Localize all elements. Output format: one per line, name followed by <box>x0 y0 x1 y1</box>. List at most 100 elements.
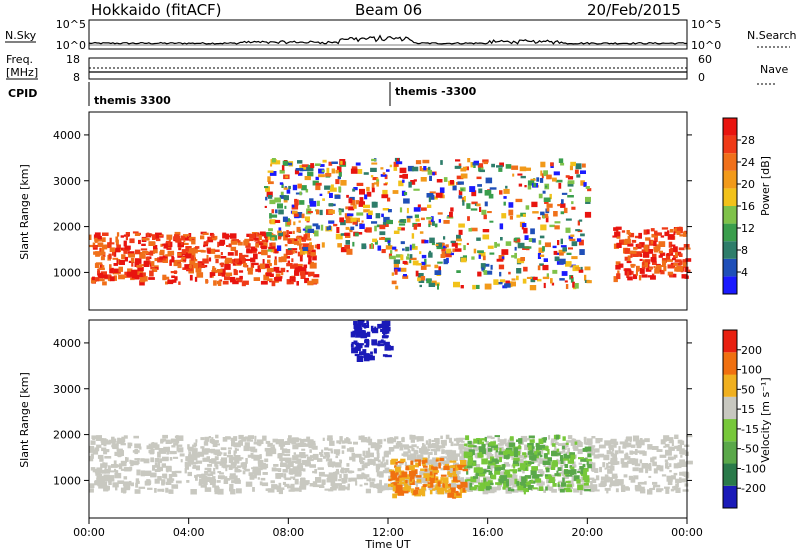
heatmap-cell <box>458 229 463 235</box>
heatmap-cell <box>567 447 570 453</box>
heatmap-cell <box>606 488 609 494</box>
heatmap-cell <box>455 242 458 249</box>
heatmap-cell <box>646 249 654 254</box>
heatmap-cell <box>656 464 661 469</box>
heatmap-cell <box>166 234 173 240</box>
heatmap-cell <box>293 221 296 226</box>
heatmap-cell <box>645 468 649 474</box>
heatmap-cell <box>453 455 458 461</box>
heatmap-cell <box>679 440 685 445</box>
heatmap-cell <box>272 444 275 449</box>
heatmap-cell <box>370 175 374 178</box>
heatmap-cell <box>679 260 683 266</box>
heatmap-cell <box>250 257 256 263</box>
heatmap-cell <box>200 235 205 240</box>
heatmap-cell <box>130 257 135 263</box>
heatmap-cell <box>237 260 242 265</box>
heatmap-cell <box>235 448 239 451</box>
heatmap-cell <box>232 261 236 266</box>
heatmap-cell <box>265 186 270 192</box>
heatmap-cell <box>135 258 142 264</box>
heatmap-cell <box>505 280 510 285</box>
heatmap-cell <box>442 484 449 487</box>
heatmap-cell <box>188 265 192 268</box>
heatmap-cell <box>414 214 419 218</box>
colorbar-segment <box>723 352 737 375</box>
heatmap-cell <box>667 271 674 276</box>
heatmap-cell <box>176 235 181 242</box>
heatmap-cell <box>673 231 676 235</box>
heatmap-cell <box>99 469 107 473</box>
heatmap-cell <box>302 247 309 251</box>
heatmap-cell <box>351 341 356 345</box>
heatmap-cell <box>166 451 170 455</box>
heatmap-cell <box>226 245 229 247</box>
heatmap-cell <box>308 271 315 277</box>
heatmap-cell <box>467 216 470 221</box>
heatmap-cell <box>421 254 427 259</box>
heatmap-cell <box>522 278 527 284</box>
heatmap-cell <box>504 449 512 455</box>
heatmap-cell <box>479 169 485 173</box>
heatmap-cell <box>288 435 292 439</box>
heatmap-cell <box>126 271 133 277</box>
heatmap-cell <box>134 449 139 455</box>
cpid-segment-1: themis 3300 <box>94 94 171 107</box>
heatmap-cell <box>645 464 651 469</box>
heatmap-cell <box>557 484 560 487</box>
heatmap-cell <box>452 471 457 475</box>
heatmap-cell <box>483 478 487 483</box>
heatmap-cell <box>100 271 107 276</box>
heatmap-cell <box>365 488 371 494</box>
heatmap-cell <box>551 438 558 442</box>
heatmap-cell <box>241 437 247 442</box>
heatmap-cell <box>422 457 428 461</box>
heatmap-cell <box>391 280 397 285</box>
heatmap-cell <box>171 474 178 477</box>
heatmap-cell <box>240 254 245 259</box>
heatmap-cell <box>300 485 307 490</box>
heatmap-cell <box>373 348 377 354</box>
heatmap-cell <box>484 190 492 196</box>
heatmap-cell <box>407 253 410 257</box>
heatmap-cell <box>347 213 354 217</box>
heatmap-cell <box>187 268 193 272</box>
heatmap-cell <box>152 465 156 471</box>
heatmap-cell <box>143 458 150 464</box>
heatmap-cell <box>443 220 450 224</box>
heatmap-cell <box>563 469 570 474</box>
heatmap-cell <box>158 233 163 237</box>
heatmap-cell <box>269 171 277 176</box>
heatmap-cell <box>352 188 356 192</box>
heatmap-cell <box>321 169 325 173</box>
heatmap-cell <box>309 464 316 468</box>
heatmap-cell <box>484 283 492 290</box>
heatmap-cell <box>570 234 575 237</box>
heatmap-cell <box>197 249 204 252</box>
heatmap-cell <box>337 176 341 180</box>
heatmap-cell <box>396 441 401 446</box>
heatmap-cell <box>148 260 151 265</box>
heatmap-cell <box>328 161 333 166</box>
heatmap-cell <box>306 167 314 171</box>
heatmap-cell <box>591 484 598 490</box>
heatmap-cell <box>464 443 468 447</box>
heatmap-cell <box>134 233 141 236</box>
heatmap-cell <box>350 217 357 222</box>
heatmap-cell <box>230 276 236 283</box>
heatmap-cell <box>685 247 691 250</box>
heatmap-cell <box>438 461 445 465</box>
heatmap-cell <box>352 220 358 225</box>
heatmap-cell <box>122 481 128 486</box>
heatmap-cell <box>98 278 105 282</box>
heatmap-cell <box>338 485 346 491</box>
heatmap-cell <box>568 235 573 240</box>
heatmap-cell <box>273 484 278 490</box>
heatmap-cell <box>370 351 373 355</box>
heatmap-cell <box>524 167 531 171</box>
heatmap-cell <box>170 271 178 274</box>
heatmap-cell <box>288 231 293 234</box>
heatmap-cell <box>487 465 491 469</box>
heatmap-cell <box>484 201 488 207</box>
heatmap-cell <box>549 486 554 492</box>
